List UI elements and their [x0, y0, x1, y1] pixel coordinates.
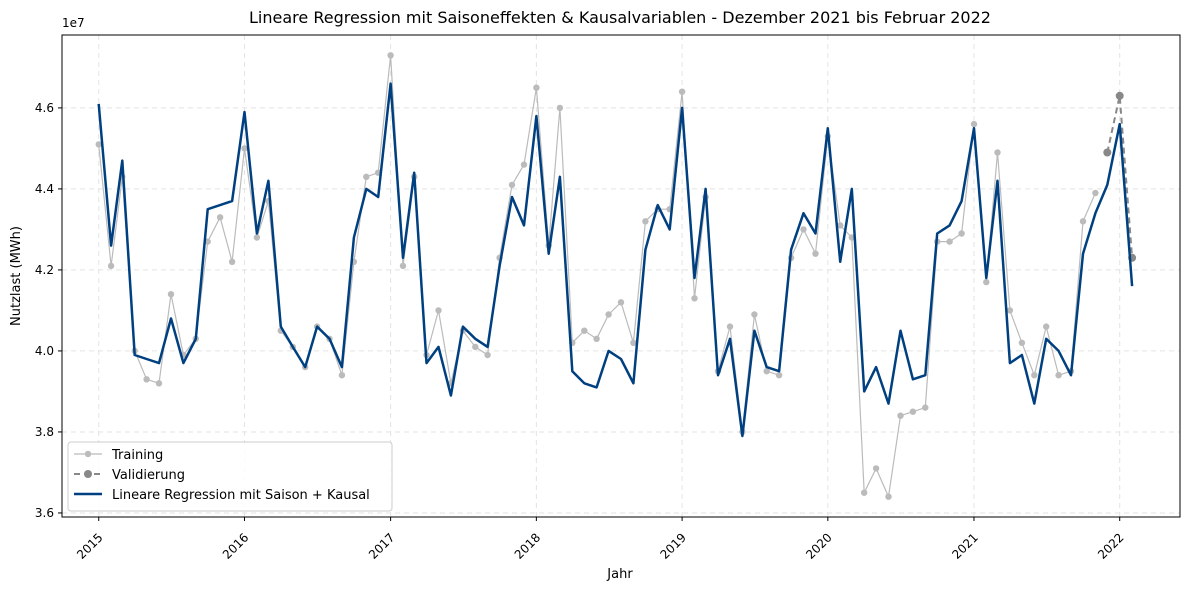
series-point-0	[387, 52, 394, 59]
series-point-0	[922, 404, 929, 411]
x-tick-label: 2016	[220, 530, 251, 561]
series-point-0	[617, 299, 625, 306]
series-point-1	[1103, 148, 1112, 157]
series-point-0	[897, 412, 904, 419]
series-point-0	[1055, 372, 1062, 379]
x-tick-label: 2017	[366, 530, 397, 561]
series-point-1	[1115, 91, 1124, 100]
series-point-0	[678, 88, 686, 95]
series-point-0	[1006, 307, 1014, 314]
series-point-0	[994, 149, 1001, 156]
series-point-0	[338, 372, 346, 379]
series-point-0	[435, 307, 442, 314]
series-point-0	[95, 141, 102, 148]
x-tick-label: 2022	[1095, 530, 1126, 561]
series-point-0	[167, 291, 175, 298]
grid	[62, 35, 1180, 517]
series-point-0	[1018, 339, 1026, 346]
legend-box	[67, 441, 393, 512]
series-point-0	[837, 222, 844, 229]
chart-title: Lineare Regression mit Saisoneffekten & …	[249, 8, 991, 27]
series-line-2	[97, 82, 1134, 438]
series-point-0	[848, 234, 855, 241]
series-point-0	[556, 104, 564, 112]
y-tick-label: 4.4	[35, 182, 54, 196]
plot-frame	[61, 34, 1181, 518]
series-point-0	[508, 181, 516, 189]
series-point-0	[253, 234, 261, 241]
y-tick-label: 4.6	[35, 101, 54, 115]
series-point-0	[800, 226, 807, 233]
series-point-0	[155, 380, 163, 387]
series-point-0	[581, 327, 588, 334]
series-point-0	[763, 368, 770, 375]
series-point-0	[970, 120, 978, 128]
series-point-0	[593, 335, 600, 342]
y-offset-label: 1e7	[62, 16, 85, 30]
series-point-0	[520, 161, 528, 168]
series-point-0	[363, 173, 370, 180]
series-point-0	[1043, 323, 1050, 330]
series-point-0	[216, 214, 224, 221]
legend-label: Lineare Regression mit Saison + Kausal	[112, 488, 370, 503]
series-point-0	[751, 311, 758, 318]
series-point-0	[630, 339, 637, 346]
series-point-0	[107, 262, 115, 270]
series-point-0	[605, 311, 612, 318]
series-point-0	[241, 145, 248, 152]
series-point-0	[958, 230, 965, 237]
series-point-0	[812, 250, 819, 257]
series-point-0	[642, 218, 649, 225]
series-point-0	[472, 343, 479, 351]
series-point-0	[983, 278, 990, 286]
y-tick-label: 4.0	[35, 344, 54, 358]
series-point-0	[1079, 218, 1087, 225]
x-axis-title: Jahr	[606, 567, 633, 582]
series-layer	[95, 52, 1137, 500]
series-point-0	[143, 376, 150, 383]
legend-marker	[84, 450, 92, 458]
series-point-0	[533, 84, 540, 91]
series-point-0	[399, 262, 407, 270]
series-point-0	[909, 408, 917, 415]
x-axis: 2015 2016 2017 2018 2019 2020 2021 2022	[74, 517, 1127, 562]
series-point-0	[1031, 372, 1038, 379]
y-axis-title: Nutzlast (MWh)	[9, 226, 24, 326]
series-point-0	[1092, 189, 1099, 197]
series-point-0	[861, 489, 868, 496]
y-tick-label: 3.8	[35, 425, 54, 439]
x-tick-label: 2021	[949, 530, 980, 561]
series-line-0	[98, 54, 1096, 498]
series-point-0	[726, 323, 734, 330]
x-tick-label: 2015	[74, 530, 105, 561]
series-point-0	[885, 493, 892, 500]
series-point-0	[228, 258, 236, 265]
series-point-0	[775, 372, 783, 379]
legend-label: Training	[111, 448, 163, 463]
y-tick-label: 3.6	[35, 506, 54, 520]
legend-marker	[84, 470, 92, 478]
legend: Training Validierung Lineare Regression mi…	[67, 441, 393, 512]
series-point-0	[484, 351, 491, 359]
series-point-0	[946, 238, 953, 245]
series-point-0	[691, 295, 698, 302]
x-tick-label: 2019	[658, 530, 689, 561]
y-tick-label: 4.2	[35, 263, 54, 277]
legend-label: Validierung	[112, 468, 185, 483]
x-tick-label: 2020	[803, 530, 834, 561]
series-point-0	[872, 465, 880, 472]
x-tick-label: 2018	[512, 530, 543, 561]
y-axis: 3.6 3.8 4.0 4.2 4.4 4.6	[35, 101, 62, 520]
